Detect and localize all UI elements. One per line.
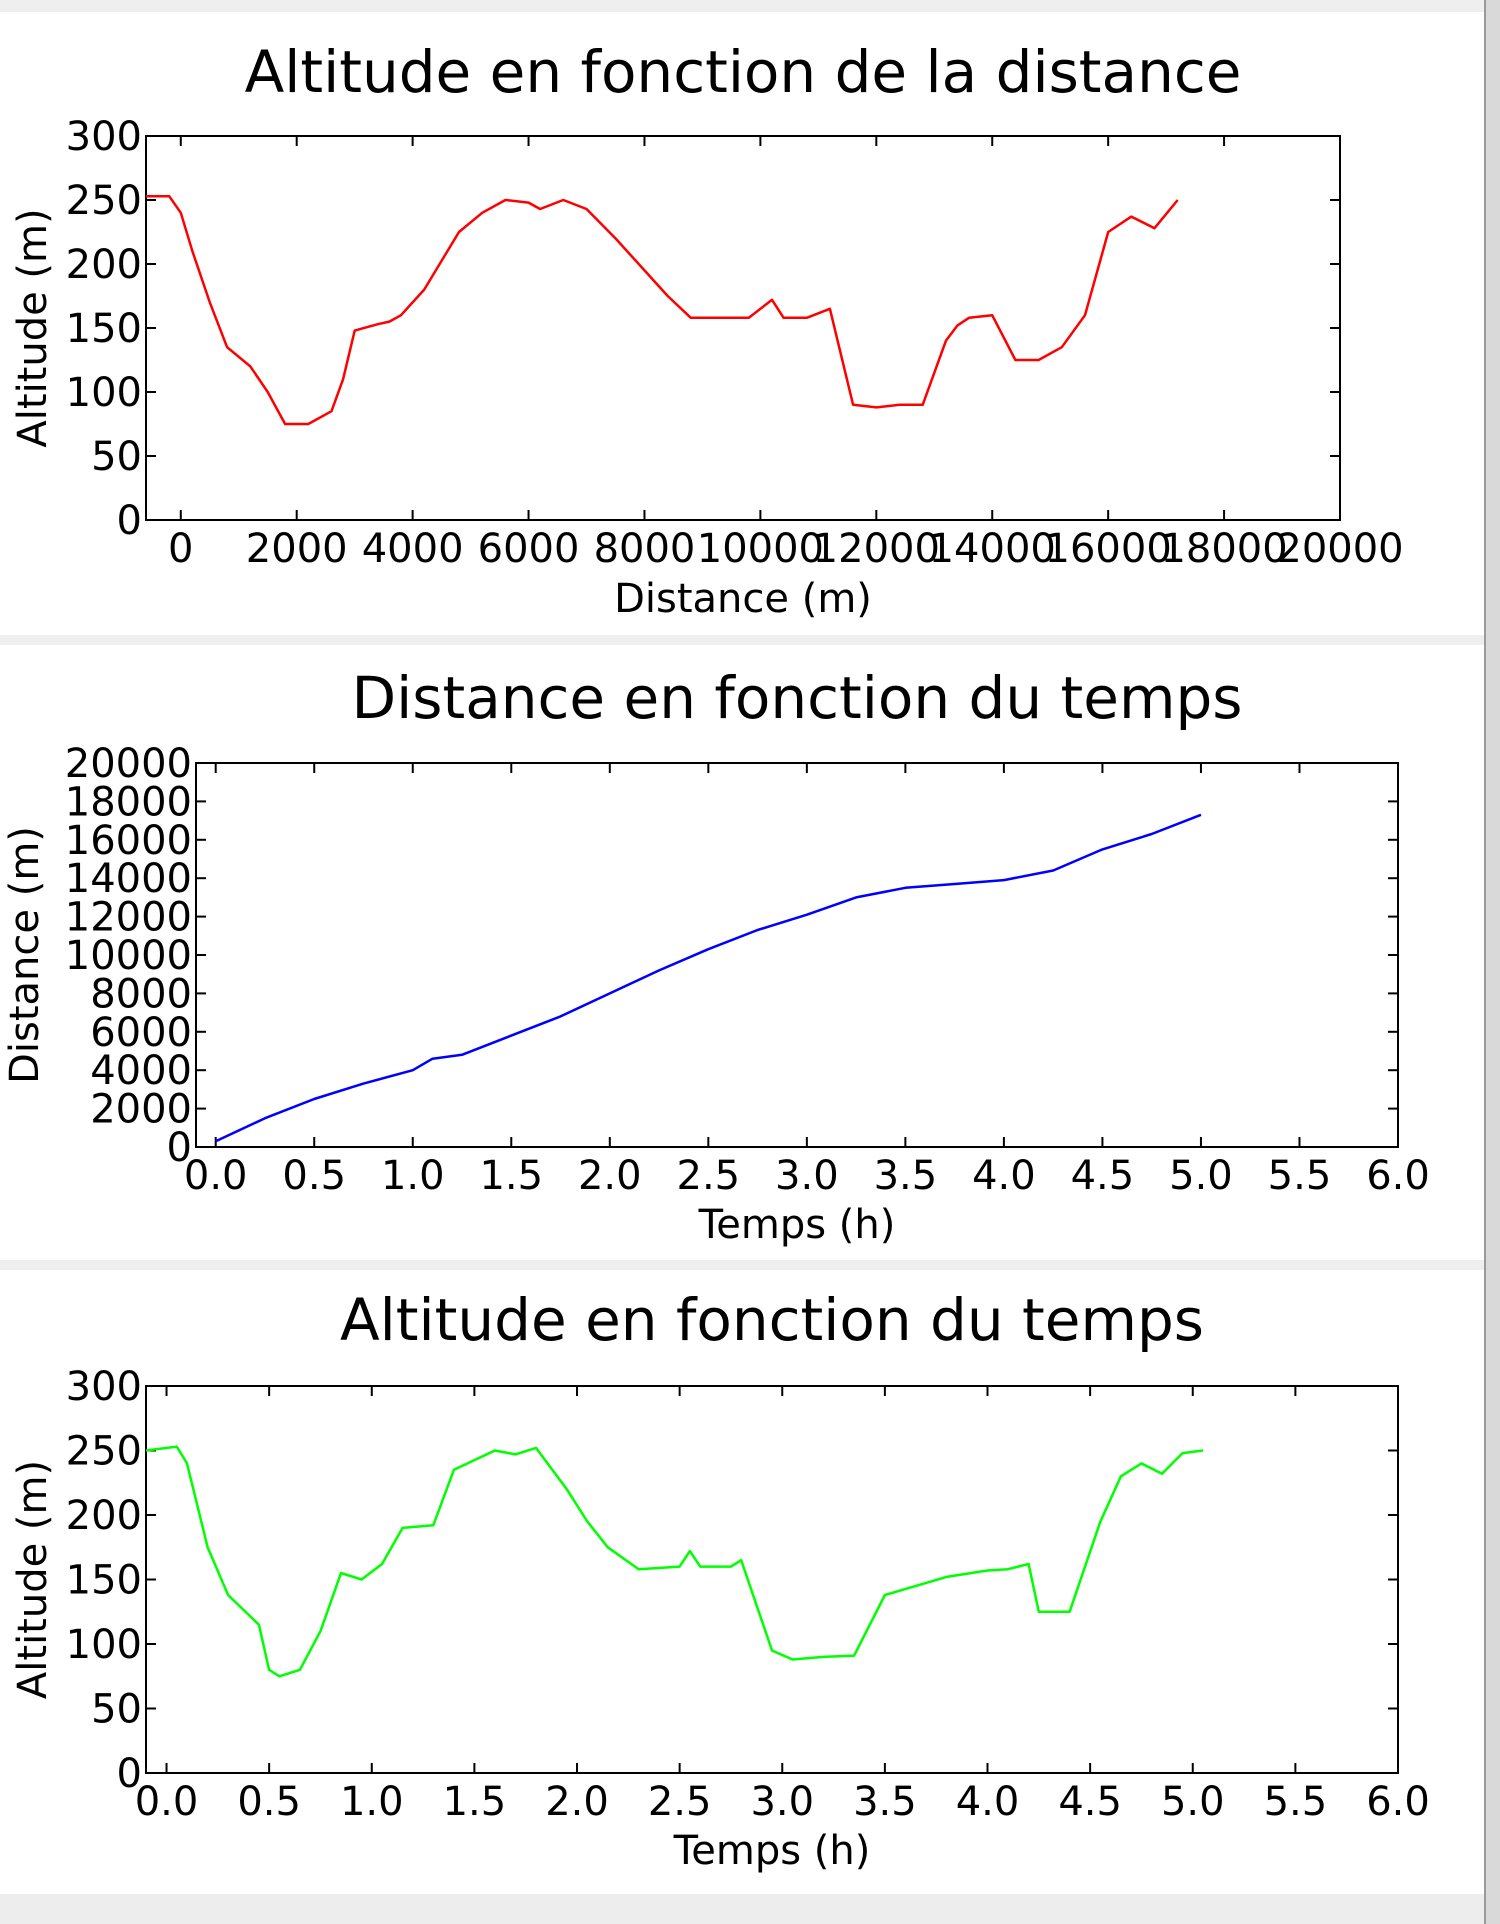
plot-frame bbox=[145, 1385, 1399, 1774]
x-tick-label: 1.0 bbox=[381, 1153, 445, 1199]
x-tick-label: 4.5 bbox=[1058, 1779, 1122, 1825]
panel-separator-top bbox=[0, 0, 1484, 12]
x-tick-label: 4.0 bbox=[956, 1779, 1020, 1825]
x-tick-label: 0.0 bbox=[184, 1153, 248, 1199]
series-line bbox=[145, 1445, 1204, 1678]
y-tick-label: 100 bbox=[66, 1622, 142, 1668]
status-text bbox=[0, 1894, 1484, 1924]
x-axis-label: Temps (h) bbox=[673, 1828, 871, 1874]
plot-frame bbox=[195, 762, 1399, 1148]
y-tick-label: 0 bbox=[167, 1125, 192, 1171]
x-tick-label: 0.0 bbox=[135, 1779, 199, 1825]
chart-title: Distance en fonction du temps bbox=[352, 664, 1243, 732]
y-tick-label: 100 bbox=[66, 370, 142, 416]
y-tick-label: 8000 bbox=[90, 971, 192, 1017]
y-tick-label: 4000 bbox=[90, 1048, 192, 1094]
series-line bbox=[146, 194, 1179, 426]
x-tick-label: 8000 bbox=[594, 526, 696, 572]
y-tick-label: 250 bbox=[66, 178, 142, 224]
x-tick-label: 3.5 bbox=[874, 1153, 938, 1199]
x-tick-label: 10000 bbox=[697, 526, 824, 572]
x-tick-label: 1.0 bbox=[340, 1779, 404, 1825]
x-tick-label: 0.5 bbox=[237, 1779, 301, 1825]
plot-frame bbox=[145, 135, 1341, 521]
y-tick-label: 2000 bbox=[90, 1087, 192, 1133]
x-tick-label: 4000 bbox=[362, 526, 464, 572]
x-tick-label: 6.0 bbox=[1366, 1779, 1430, 1825]
x-tick-label: 6.0 bbox=[1366, 1153, 1430, 1199]
x-tick-label: 3.5 bbox=[853, 1779, 917, 1825]
x-tick-label: 12000 bbox=[813, 526, 940, 572]
x-tick-label: 3.0 bbox=[750, 1779, 814, 1825]
y-tick-label: 12000 bbox=[65, 895, 192, 941]
y-axis-label: Distance (m) bbox=[2, 826, 48, 1084]
y-tick-label: 150 bbox=[66, 1558, 142, 1604]
y-tick-label: 200 bbox=[66, 242, 142, 288]
status-bar bbox=[0, 1894, 1484, 1924]
y-tick-label: 16000 bbox=[65, 818, 192, 864]
y-tick-label: 0 bbox=[117, 498, 142, 544]
x-tick-label: 5.5 bbox=[1268, 1153, 1332, 1199]
x-tick-label: 16000 bbox=[1045, 526, 1172, 572]
y-tick-label: 250 bbox=[66, 1429, 142, 1475]
y-tick-label: 20000 bbox=[65, 741, 192, 787]
x-tick-label: 0.5 bbox=[282, 1153, 346, 1199]
x-tick-label: 0 bbox=[168, 526, 193, 572]
x-tick-label: 2000 bbox=[246, 526, 348, 572]
y-tick-label: 50 bbox=[91, 1687, 142, 1733]
x-tick-label: 6000 bbox=[478, 526, 580, 572]
panel-separator bbox=[0, 635, 1484, 645]
x-tick-label: 4.5 bbox=[1071, 1153, 1135, 1199]
x-tick-label: 1.5 bbox=[443, 1779, 507, 1825]
x-tick-label: 2.5 bbox=[677, 1153, 741, 1199]
y-tick-label: 300 bbox=[66, 1364, 142, 1410]
y-tick-label: 200 bbox=[66, 1493, 142, 1539]
y-tick-label: 18000 bbox=[65, 779, 192, 825]
x-tick-label: 2.0 bbox=[545, 1779, 609, 1825]
x-tick-label: 2.5 bbox=[648, 1779, 712, 1825]
y-axis-label: Altitude (m) bbox=[10, 208, 56, 447]
x-tick-label: 5.0 bbox=[1169, 1153, 1233, 1199]
y-axis-label: Altitude (m) bbox=[10, 1460, 56, 1699]
y-tick-label: 300 bbox=[66, 114, 142, 160]
y-tick-label: 150 bbox=[66, 306, 142, 352]
x-tick-label: 18000 bbox=[1160, 526, 1287, 572]
x-tick-label: 2.0 bbox=[578, 1153, 642, 1199]
x-axis-label: Temps (h) bbox=[698, 1202, 896, 1248]
x-tick-label: 3.0 bbox=[775, 1153, 839, 1199]
y-tick-label: 6000 bbox=[90, 1010, 192, 1056]
x-tick-label: 1.5 bbox=[479, 1153, 543, 1199]
x-tick-label: 4.0 bbox=[972, 1153, 1036, 1199]
panel-separator bbox=[0, 1260, 1484, 1270]
chart-title: Altitude en fonction de la distance bbox=[245, 38, 1242, 106]
chart-title: Altitude en fonction du temps bbox=[340, 1286, 1204, 1354]
y-tick-label: 0 bbox=[117, 1751, 142, 1797]
series-line bbox=[215, 813, 1202, 1143]
y-tick-label: 10000 bbox=[65, 933, 192, 979]
x-tick-label: 14000 bbox=[929, 526, 1056, 572]
x-axis-label: Distance (m) bbox=[614, 576, 872, 622]
y-tick-label: 14000 bbox=[65, 856, 192, 902]
x-tick-label: 5.0 bbox=[1161, 1779, 1225, 1825]
x-tick-label: 20000 bbox=[1276, 526, 1403, 572]
y-tick-label: 50 bbox=[91, 434, 142, 480]
x-tick-label: 5.5 bbox=[1264, 1779, 1328, 1825]
scrollbar[interactable] bbox=[1484, 0, 1500, 1924]
